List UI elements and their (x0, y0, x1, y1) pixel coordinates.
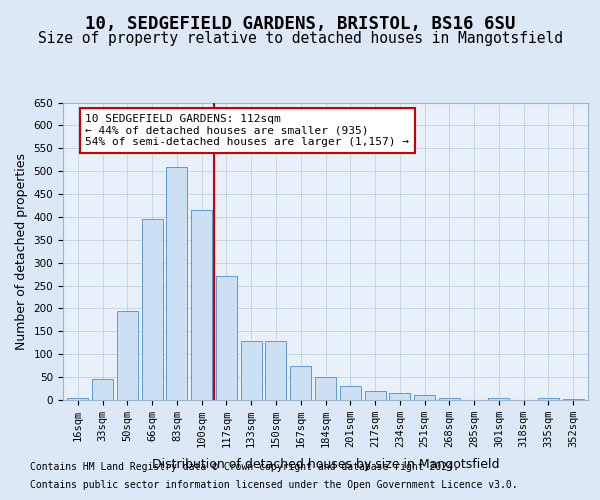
Text: 10, SEDGEFIELD GARDENS, BRISTOL, BS16 6SU: 10, SEDGEFIELD GARDENS, BRISTOL, BS16 6S… (85, 15, 515, 33)
Bar (142, 219, 163, 400)
Bar (365, 391, 386, 400)
Bar (439, 398, 460, 400)
Bar (265, 340, 286, 400)
Bar (166, 166, 187, 400)
Bar (340, 386, 361, 400)
Bar (67, 398, 88, 400)
Bar (488, 398, 509, 400)
Bar (389, 393, 410, 400)
Bar (290, 366, 311, 400)
Bar (563, 399, 584, 400)
Text: Contains public sector information licensed under the Open Government Licence v3: Contains public sector information licen… (30, 480, 518, 490)
Text: Contains HM Land Registry data © Crown copyright and database right 2024.: Contains HM Land Registry data © Crown c… (30, 462, 459, 472)
Bar (216, 276, 237, 400)
Bar (117, 310, 138, 400)
Text: 10 SEDGEFIELD GARDENS: 112sqm
← 44% of detached houses are smaller (935)
54% of : 10 SEDGEFIELD GARDENS: 112sqm ← 44% of d… (85, 114, 409, 147)
Text: Size of property relative to detached houses in Mangotsfield: Size of property relative to detached ho… (37, 31, 563, 46)
Bar (191, 210, 212, 400)
Bar (92, 380, 113, 400)
Bar (414, 396, 435, 400)
X-axis label: Distribution of detached houses by size in Mangotsfield: Distribution of detached houses by size … (152, 458, 499, 471)
Y-axis label: Number of detached properties: Number of detached properties (15, 153, 28, 350)
Bar (538, 398, 559, 400)
Bar (315, 377, 336, 400)
Bar (241, 340, 262, 400)
